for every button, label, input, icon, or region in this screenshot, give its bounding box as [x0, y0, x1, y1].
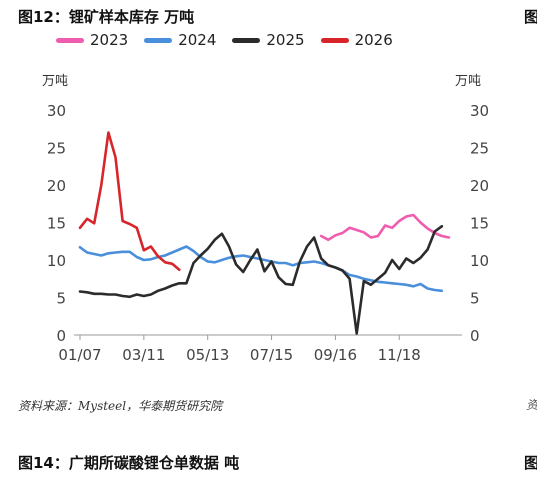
legend-item-2023: 2023: [56, 31, 128, 49]
adjacent-source-fragment: 资: [526, 398, 537, 412]
legend-swatch-2026: [320, 37, 349, 43]
figure-title: 图12：锂矿样本库存 万吨: [18, 8, 195, 26]
legend-label-2024: 2024: [178, 31, 217, 49]
legend-label-2026: 2026: [354, 31, 393, 49]
source-note: 资料来源：Mysteel，华泰期货研究院: [18, 399, 223, 413]
y-tick-right-30: 30: [470, 102, 489, 120]
legend-swatch-2023: [56, 37, 84, 43]
x-tick-label-5: 11/18: [378, 346, 421, 364]
x-tick-label-1: 03/11: [122, 346, 165, 364]
adjacent-next-title-fragment: 图: [524, 454, 537, 472]
y-tick-left-0: 0: [56, 327, 66, 345]
y-tick-left-15: 15: [47, 215, 66, 233]
legend-item-2024: 2024: [144, 31, 216, 49]
y-tick-right-15: 15: [470, 215, 489, 233]
y-tick-left-30: 30: [47, 102, 66, 120]
y-tick-right-20: 20: [470, 177, 489, 195]
y-tick-right-10: 10: [470, 252, 489, 270]
legend-item-2025: 2025: [232, 31, 305, 49]
legend-label-2025: 2025: [266, 31, 305, 49]
series-line-2023: [319, 213, 451, 242]
series-line-2026: [78, 131, 181, 272]
next-figure-title: 图14：广期所碳酸锂仓单数据 吨: [18, 454, 240, 472]
adjacent-figure-title-fragment: 图: [524, 8, 537, 26]
legend-label-2023: 2023: [90, 31, 129, 49]
x-tick-label-4: 09/16: [314, 346, 357, 364]
y-axis-right-unit: 万吨: [455, 74, 482, 89]
y-tick-right-25: 25: [470, 140, 489, 158]
y-tick-left-10: 10: [47, 252, 66, 270]
legend-swatch-2025: [232, 37, 261, 43]
y-tick-left-20: 20: [47, 177, 66, 195]
y-axis-left-unit: 万吨: [42, 74, 69, 89]
chart-legend: 2023 2024 2025 2026: [56, 31, 393, 49]
y-tick-left-25: 25: [47, 140, 66, 158]
series-line-2025: [78, 225, 444, 335]
legend-swatch-2024: [144, 37, 173, 43]
x-tick-label-3: 07/15: [250, 346, 293, 364]
y-tick-right-0: 0: [470, 327, 480, 345]
x-tick-label-0: 01/07: [58, 346, 101, 364]
y-tick-right-5: 5: [470, 290, 480, 308]
y-tick-left-5: 5: [56, 290, 66, 308]
legend-item-2026: 2026: [320, 31, 393, 49]
x-tick-label-2: 05/13: [186, 346, 229, 364]
